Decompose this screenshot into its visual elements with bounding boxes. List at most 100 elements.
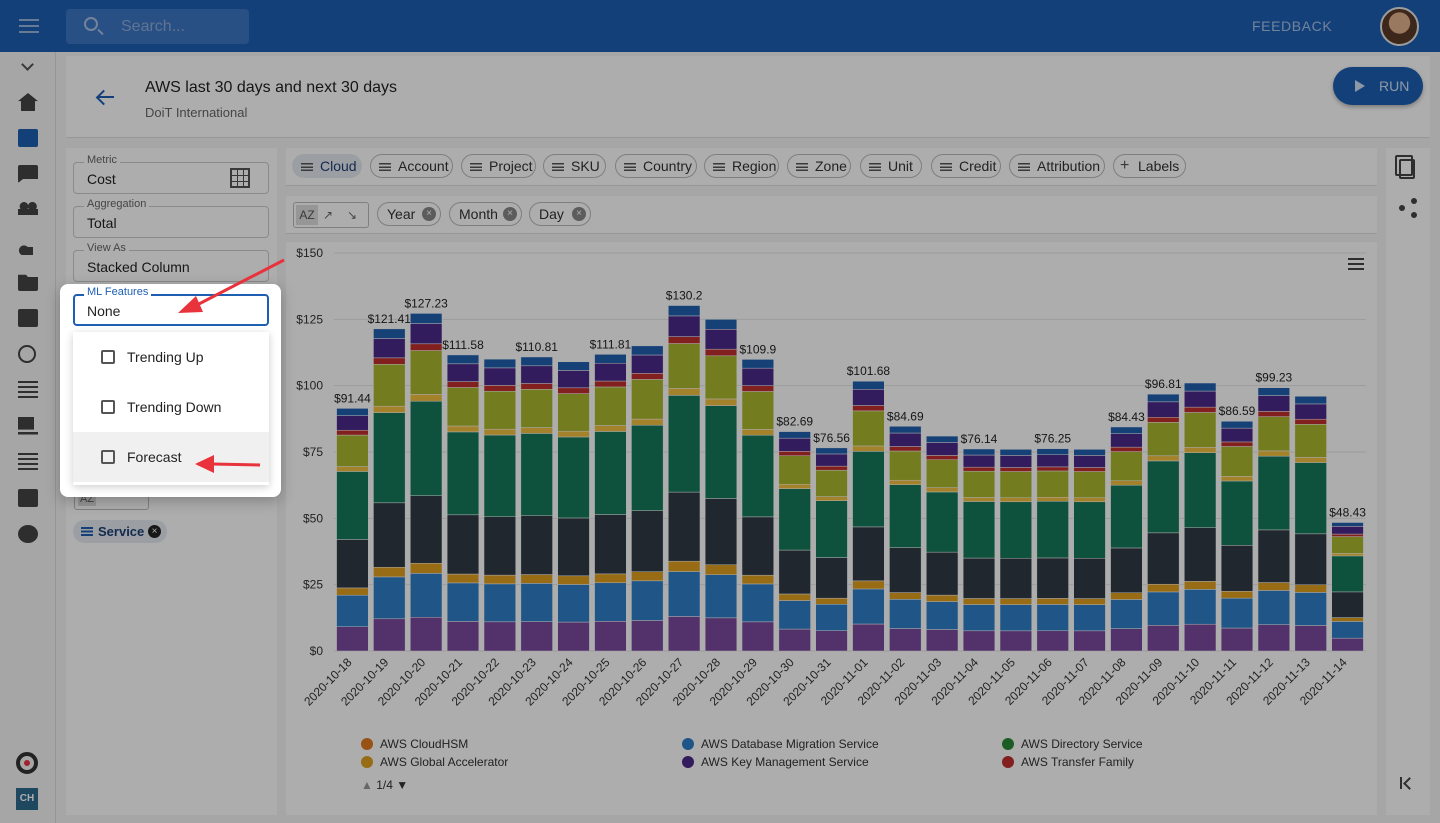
copy-icon[interactable] (1395, 155, 1415, 179)
data-label: $110.81 (515, 340, 558, 354)
grid-icon[interactable] (230, 168, 250, 188)
checkbox-icon[interactable] (101, 400, 115, 414)
bar-segment (1036, 470, 1069, 498)
bar-segment (1184, 390, 1217, 408)
laptop-icon[interactable] (18, 417, 38, 435)
hamburger-menu-icon[interactable] (14, 12, 44, 40)
run-button[interactable]: RUN (1333, 67, 1423, 105)
report-title: AWS last 30 days and next 30 days (145, 79, 397, 96)
checkbox-icon[interactable] (101, 450, 115, 464)
close-icon[interactable]: × (422, 207, 436, 221)
trend-down-icon[interactable]: ↘ (347, 208, 358, 222)
bar-segment (1147, 393, 1180, 403)
service-group-chip[interactable]: Service × (73, 520, 167, 543)
bar-segment (778, 600, 811, 630)
document-icon[interactable] (18, 309, 38, 327)
bar-segment (594, 573, 627, 584)
aggregation-label: Aggregation (84, 198, 150, 210)
bar-segment (1110, 446, 1143, 452)
chevron-down-icon[interactable] (21, 58, 34, 71)
badge-icon[interactable] (18, 489, 38, 507)
group-chip-day[interactable]: Day × (529, 202, 591, 226)
bar-segment (1184, 447, 1217, 453)
option-trending-up[interactable]: Trending Up (73, 332, 269, 382)
sort-toggle[interactable]: AZ ↗ ↘ (293, 202, 369, 228)
option-label: Trending Down (127, 399, 222, 415)
filter-chip-region[interactable]: Region (704, 154, 779, 178)
filter-chip-zone[interactable]: Zone (787, 154, 851, 178)
bar-segment (852, 389, 885, 406)
history-icon[interactable] (18, 345, 36, 363)
bar-segment (410, 343, 443, 351)
option-trending-down[interactable]: Trending Down (73, 382, 269, 432)
chart-menu-icon[interactable] (1348, 258, 1364, 270)
bar-segment (446, 621, 480, 652)
close-icon[interactable]: × (572, 207, 586, 221)
filter-icon (713, 163, 725, 171)
app-logo-icon[interactable] (16, 752, 38, 774)
bar-segment (778, 628, 811, 652)
filter-chip-credit[interactable]: Credit (931, 154, 1001, 178)
bar-segment (962, 448, 996, 456)
filter-chip-attribution[interactable]: Attribution (1009, 154, 1105, 178)
trend-up-icon[interactable]: ↗ (323, 208, 334, 222)
bar-segment (962, 604, 996, 632)
bar-segment (741, 574, 774, 585)
collapse-icon[interactable] (1400, 777, 1414, 789)
list-icon[interactable] (18, 381, 38, 399)
chat-icon[interactable] (18, 165, 38, 183)
option-forecast[interactable]: Forecast (73, 432, 269, 482)
close-icon[interactable]: × (148, 525, 161, 538)
group-chip-year[interactable]: Year × (377, 202, 441, 226)
avatar[interactable] (1380, 7, 1419, 46)
bar-segment (926, 435, 959, 443)
share-icon[interactable] (1399, 198, 1419, 218)
bar-segment (704, 398, 738, 406)
search-input[interactable]: Search... (66, 9, 249, 44)
filter-chip-label: Zone (815, 158, 847, 174)
back-arrow-icon[interactable] (96, 88, 114, 106)
people-icon[interactable] (18, 201, 38, 219)
bar-segment (926, 459, 959, 488)
bar-segment (778, 593, 811, 601)
right-tools-rail (1386, 148, 1430, 815)
bar-segment (1257, 529, 1290, 583)
gear-icon[interactable] (18, 525, 38, 543)
legend-prev-icon[interactable]: ▲ (361, 778, 373, 792)
bar-chart-icon[interactable] (18, 129, 38, 147)
filter-chip-cloud[interactable]: Cloud (292, 154, 362, 178)
bar-segment (815, 447, 848, 455)
legend-next-icon[interactable]: ▼ (396, 778, 409, 792)
bar-segment (483, 583, 516, 623)
bar-segment (631, 510, 664, 572)
home-icon[interactable] (18, 93, 38, 111)
y-tick-label: $0 (310, 644, 324, 658)
filter-chip-account[interactable]: Account (370, 154, 453, 178)
metric-select[interactable]: Metric Cost (73, 154, 269, 194)
folder-icon[interactable] (18, 274, 38, 291)
filter-chip-sku[interactable]: SKU (543, 154, 606, 178)
sort-az-icon[interactable]: AZ (296, 205, 318, 225)
filter-chip-project[interactable]: Project (461, 154, 536, 178)
bar-segment (631, 424, 664, 511)
data-label: $130.2 (666, 289, 703, 303)
legend-page-indicator: 1/4 (376, 778, 393, 792)
filter-chip-country[interactable]: Country (615, 154, 697, 178)
checkbox-icon[interactable] (101, 350, 115, 364)
group-chip-month[interactable]: Month × (449, 202, 522, 226)
bar-segment (815, 500, 848, 558)
close-icon[interactable]: × (503, 207, 517, 221)
bar-segment (373, 364, 406, 407)
add-labels-button[interactable]: + Labels (1113, 154, 1186, 178)
shapes-icon[interactable] (18, 237, 38, 255)
view-as-select[interactable]: View As Stacked Column (73, 242, 269, 282)
aggregation-select[interactable]: Aggregation Total (73, 198, 269, 238)
filter-chip-unit[interactable]: Unit (860, 154, 922, 178)
ml-features-select[interactable]: ML Features None (73, 286, 269, 326)
feedback-button[interactable]: FEEDBACK (1252, 18, 1333, 34)
lines-icon[interactable] (18, 453, 38, 471)
play-icon (1355, 80, 1365, 92)
ch-logo[interactable]: CH (16, 788, 38, 810)
group-by-bar: AZ ↗ ↘ Year × Month × Day × (286, 196, 1377, 234)
bar-segment (1331, 553, 1364, 557)
